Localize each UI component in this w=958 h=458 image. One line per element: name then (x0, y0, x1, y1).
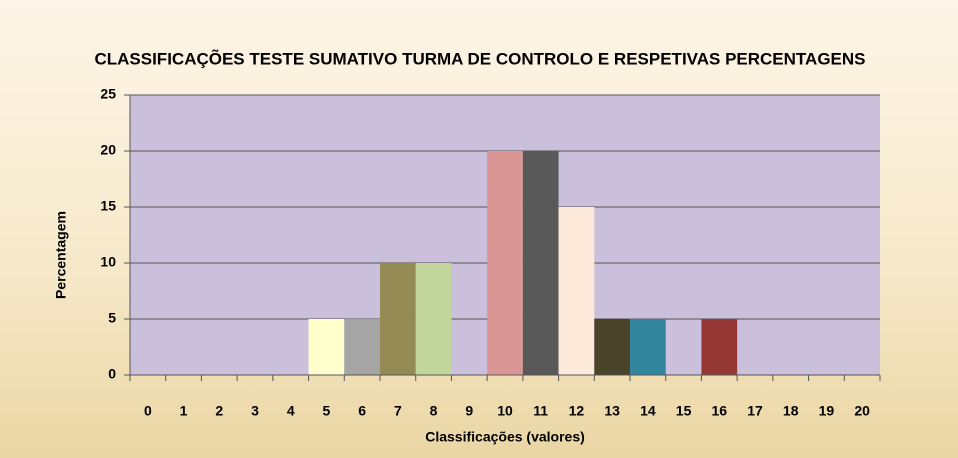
x-tick-label: 19 (819, 403, 835, 419)
bar (380, 263, 416, 375)
bar (487, 151, 523, 375)
bar (308, 319, 345, 375)
x-tick-label: 2 (215, 403, 223, 419)
x-tick-label: 13 (604, 403, 620, 419)
bar (701, 319, 738, 375)
x-tick-label: 1 (180, 403, 188, 419)
x-tick-label: 14 (640, 403, 656, 419)
y-tick-label: 15 (100, 198, 116, 214)
x-tick-label: 9 (465, 403, 473, 419)
y-tick-label: 25 (100, 86, 116, 102)
x-tick-label: 20 (854, 403, 870, 419)
bar (415, 263, 452, 375)
bar (344, 319, 380, 375)
x-tick-label: 17 (747, 403, 763, 419)
y-tick-label: 20 (100, 142, 116, 158)
x-tick-label: 5 (323, 403, 331, 419)
bar (558, 207, 595, 375)
chart-title: CLASSIFICAÇÕES TESTE SUMATIVO TURMA DE C… (94, 48, 865, 68)
x-tick-label: 8 (430, 403, 438, 419)
x-tick-label: 12 (569, 403, 585, 419)
y-tick-label: 10 (100, 254, 116, 270)
bar (522, 151, 559, 375)
x-tick-label: 11 (533, 403, 548, 419)
y-tick-label: 5 (108, 310, 116, 326)
x-tick-label: 10 (497, 403, 513, 419)
x-tick-label: 3 (251, 403, 259, 419)
y-axis-label: Percentagem (53, 211, 69, 299)
x-tick-label: 16 (711, 403, 727, 419)
x-tick-label: 15 (676, 403, 692, 419)
x-tick-label: 4 (287, 403, 295, 419)
x-tick-label: 18 (783, 403, 799, 419)
bar (594, 319, 630, 375)
bar (630, 319, 666, 375)
x-axis-label: Classificações (valores) (425, 429, 585, 445)
x-tick-label: 0 (144, 403, 152, 419)
x-tick-label: 7 (394, 403, 402, 419)
x-tick-label: 6 (358, 403, 366, 419)
y-tick-label: 0 (108, 366, 116, 382)
